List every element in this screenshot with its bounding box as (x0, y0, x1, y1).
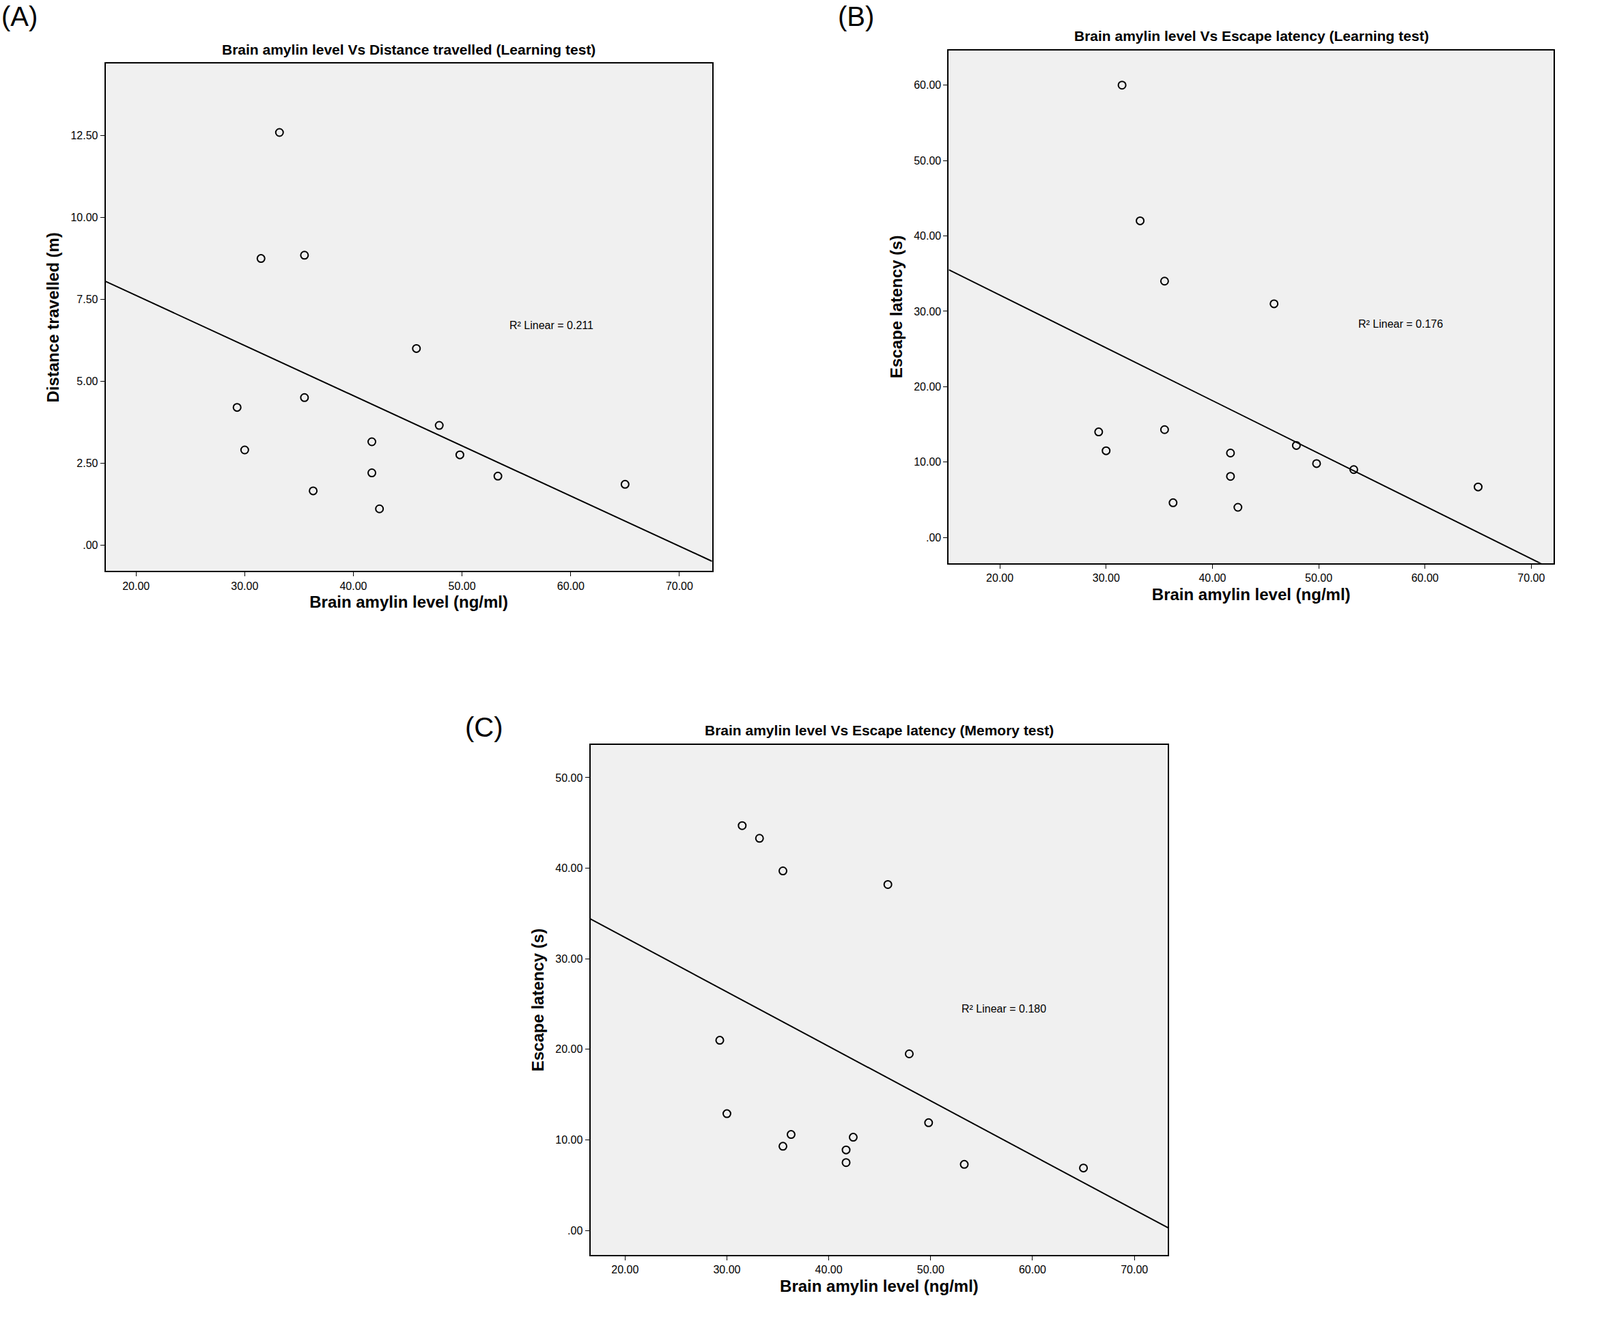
svg-text:30.00: 30.00 (1092, 572, 1120, 584)
svg-text:60.00: 60.00 (557, 580, 585, 593)
svg-text:12.50: 12.50 (70, 129, 98, 142)
svg-text:5.00: 5.00 (76, 375, 98, 388)
svg-text:30.00: 30.00 (555, 953, 583, 965)
svg-text:70.00: 70.00 (1517, 572, 1545, 584)
svg-text:Brain amylin level Vs Distance: Brain amylin level Vs Distance travelled… (221, 41, 596, 58)
svg-text:Brain amylin level Vs Escape l: Brain amylin level Vs Escape latency (Le… (1074, 27, 1429, 44)
svg-text:50.00: 50.00 (913, 155, 942, 167)
svg-text:40.00: 40.00 (815, 1264, 843, 1276)
svg-text:60.00: 60.00 (913, 79, 942, 91)
svg-text:30.00: 30.00 (913, 305, 942, 318)
svg-text:(A): (A) (1, 1, 38, 32)
svg-text:Escape latency (s): Escape latency (s) (887, 235, 906, 379)
svg-text:30.00: 30.00 (230, 580, 259, 593)
svg-text:(C): (C) (465, 712, 504, 743)
svg-text:50.00: 50.00 (1304, 572, 1333, 584)
svg-text:Brain amylin level (ng/ml): Brain amylin level (ng/ml) (309, 592, 509, 612)
svg-text:Brain amylin level (ng/ml): Brain amylin level (ng/ml) (779, 1276, 979, 1296)
svg-text:10.00: 10.00 (913, 456, 942, 468)
svg-text:70.00: 70.00 (1120, 1264, 1148, 1276)
svg-text:20.00: 20.00 (122, 580, 150, 593)
svg-text:R² Linear = 0.211: R² Linear = 0.211 (509, 319, 594, 332)
svg-text:7.50: 7.50 (76, 293, 98, 306)
svg-text:50.00: 50.00 (555, 772, 583, 784)
svg-text:Distance travelled (m): Distance travelled (m) (43, 232, 63, 403)
svg-text:2.50: 2.50 (76, 457, 98, 470)
svg-text:.00: .00 (925, 531, 942, 544)
svg-text:R² Linear = 0.176: R² Linear = 0.176 (1358, 318, 1443, 330)
svg-text:R² Linear = 0.180: R² Linear = 0.180 (961, 1003, 1047, 1015)
svg-text:70.00: 70.00 (665, 580, 694, 593)
svg-text:50.00: 50.00 (448, 580, 476, 593)
svg-text:Brain amylin level (ng/ml): Brain amylin level (ng/ml) (1152, 585, 1351, 604)
svg-text:20.00: 20.00 (986, 572, 1014, 584)
svg-text:.00: .00 (82, 539, 98, 552)
svg-text:10.00: 10.00 (555, 1134, 583, 1146)
svg-text:60.00: 60.00 (1018, 1264, 1047, 1276)
svg-text:20.00: 20.00 (913, 381, 942, 393)
svg-text:10.00: 10.00 (70, 211, 98, 224)
svg-text:Escape latency (s): Escape latency (s) (528, 928, 547, 1072)
svg-text:.00: .00 (567, 1225, 583, 1237)
svg-text:Brain amylin level Vs Escape l: Brain amylin level Vs Escape latency (Me… (704, 722, 1054, 739)
svg-text:30.00: 30.00 (712, 1264, 741, 1276)
svg-text:50.00: 50.00 (917, 1264, 945, 1276)
svg-text:40.00: 40.00 (913, 230, 942, 242)
svg-text:20.00: 20.00 (555, 1043, 583, 1056)
svg-text:20.00: 20.00 (611, 1264, 639, 1276)
svg-text:40.00: 40.00 (339, 580, 367, 593)
svg-text:40.00: 40.00 (1198, 572, 1226, 584)
svg-text:60.00: 60.00 (1411, 572, 1439, 584)
svg-text:40.00: 40.00 (555, 862, 583, 875)
svg-text:(B): (B) (837, 1, 875, 32)
